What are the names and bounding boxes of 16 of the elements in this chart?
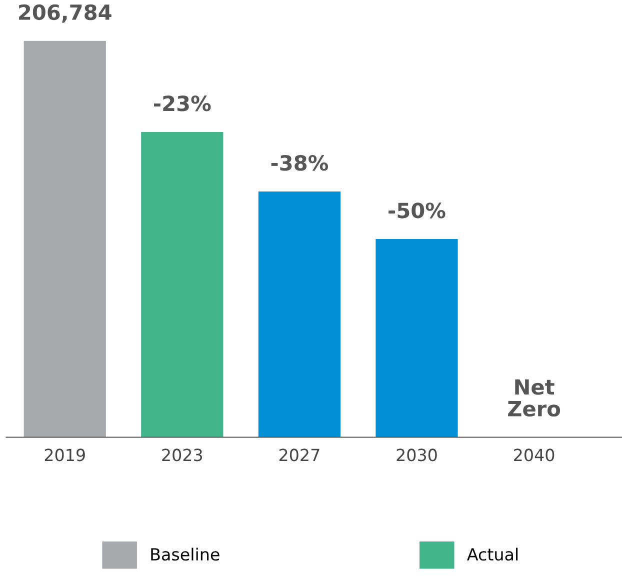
x-tick-label: 2030 [396,448,437,462]
data-label: 206,784 [19,4,112,23]
annotation: -38% [271,154,328,171]
legend-label: Baseline [151,548,220,561]
bar [258,191,340,438]
annotation: -23% [154,96,211,112]
bar [24,40,106,438]
x-tick-label: 2023 [162,448,202,462]
x-tick-label: 2027 [279,448,320,462]
bar [376,239,458,438]
bar [141,132,224,438]
annotation: Net Zero [508,379,560,417]
legend-label: Actual [467,548,518,561]
x-tick-label: 2040 [514,448,554,462]
x-tick-label: 2019 [44,448,85,462]
annotation: -50% [388,202,446,218]
